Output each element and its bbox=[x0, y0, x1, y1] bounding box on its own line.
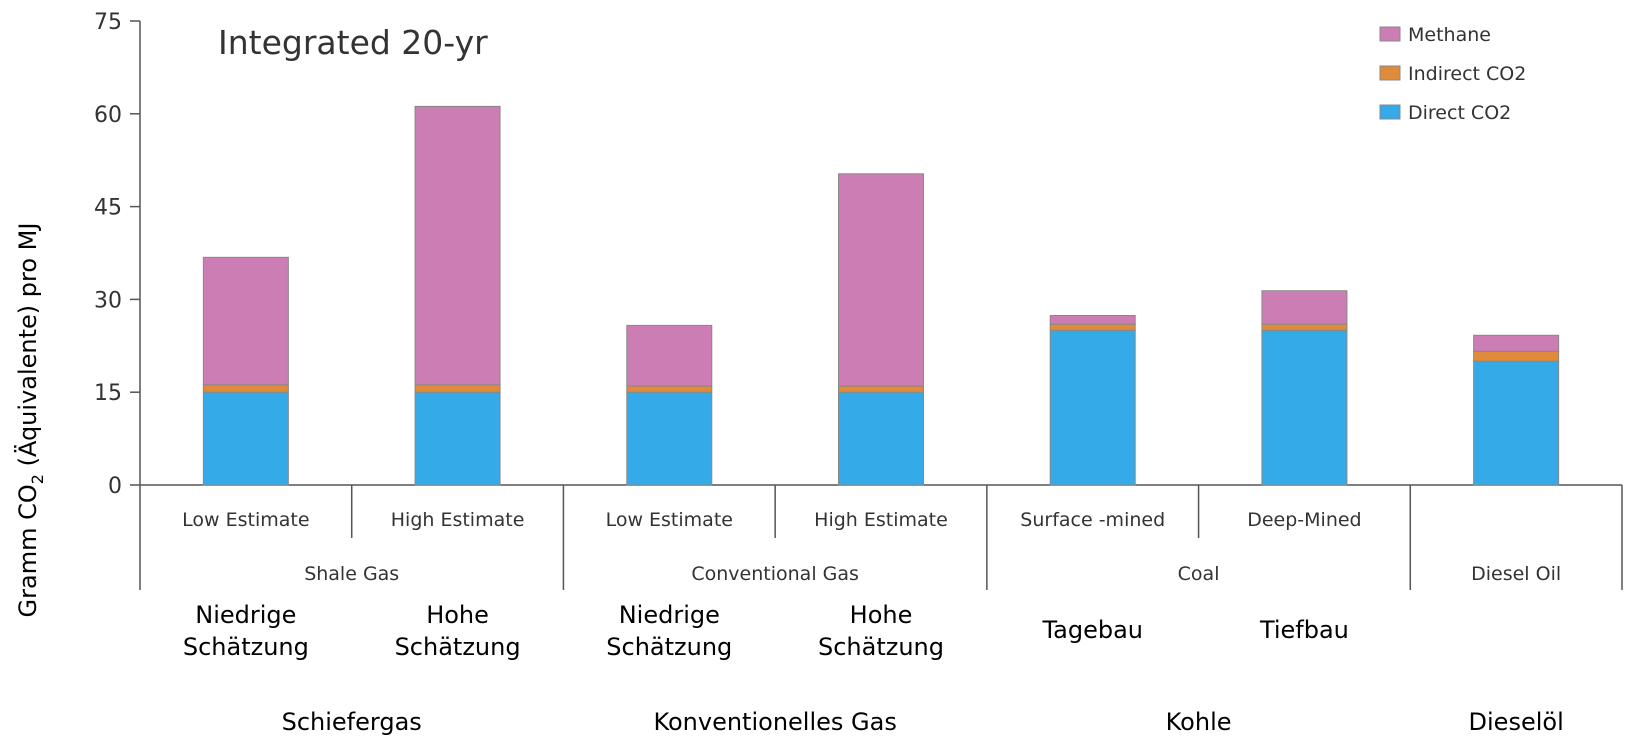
bar-segment-methane bbox=[414, 105, 501, 386]
y-tick-label: 60 bbox=[94, 103, 122, 128]
bar-segment-indirect-co2 bbox=[1473, 350, 1560, 362]
category-label: Low Estimate bbox=[606, 509, 733, 531]
y-axis-label-subscript: 2 bbox=[28, 474, 47, 484]
y-axis-label-suffix: (Äquivalente) pro MJ bbox=[13, 223, 42, 475]
chart-title: Integrated 20-yr bbox=[218, 23, 488, 62]
bar-segment-indirect-co2 bbox=[626, 385, 713, 393]
bar-segment-indirect-co2 bbox=[202, 384, 289, 393]
category-labels: Low Estimate Niedrige Schätzung High Estima… bbox=[182, 509, 1564, 736]
bars bbox=[202, 105, 1560, 486]
legend: Methane Indirect CO2 Direct CO2 bbox=[1379, 24, 1526, 124]
bar-segment-methane bbox=[626, 324, 713, 387]
bar-segment-direct-co2 bbox=[1049, 329, 1136, 486]
group-label-german: Kohle bbox=[1166, 708, 1232, 736]
legend-swatch bbox=[1379, 26, 1401, 42]
bar-segment-methane bbox=[1473, 334, 1560, 352]
legend-label: Indirect CO2 bbox=[1408, 63, 1526, 85]
legend-label: Direct CO2 bbox=[1408, 102, 1511, 124]
bar-segment-direct-co2 bbox=[626, 391, 713, 486]
bar-segment-direct-co2 bbox=[1473, 360, 1560, 486]
y-axis-label: Gramm CO2 (Äquivalente) pro MJ bbox=[13, 223, 47, 618]
category-label: Deep-Mined bbox=[1247, 509, 1361, 531]
bar-segment-indirect-co2 bbox=[1049, 323, 1136, 331]
category-label: High Estimate bbox=[814, 509, 948, 531]
group-label: Conventional Gas bbox=[691, 563, 859, 585]
bar-segment-direct-co2 bbox=[202, 391, 289, 486]
y-tick-label: 15 bbox=[94, 381, 122, 406]
axes: 0 15 30 45 60 75 bbox=[94, 10, 1623, 590]
group-label: Coal bbox=[1178, 563, 1220, 585]
bar-segment-methane bbox=[202, 256, 289, 386]
legend-label: Methane bbox=[1408, 24, 1491, 46]
category-label-german: Schätzung bbox=[606, 633, 732, 661]
y-axis-label-prefix: Gramm CO bbox=[14, 484, 42, 617]
legend-swatch bbox=[1379, 65, 1401, 81]
category-label: Surface -mined bbox=[1020, 509, 1165, 531]
group-label: Shale Gas bbox=[304, 563, 399, 585]
group-label-german: Konventionelles Gas bbox=[653, 708, 896, 736]
category-label-german: Schätzung bbox=[818, 633, 944, 661]
bar-segment-direct-co2 bbox=[414, 391, 501, 486]
category-label: Low Estimate bbox=[182, 509, 309, 531]
group-label-german: Dieselöl bbox=[1469, 708, 1564, 736]
y-tick-label: 0 bbox=[108, 474, 122, 499]
category-label-german: Hohe bbox=[850, 601, 913, 629]
category-label-german: Tiefbau bbox=[1259, 616, 1349, 644]
legend-swatch bbox=[1379, 104, 1401, 120]
category-label-german: Tagebau bbox=[1041, 616, 1143, 644]
category-label-german: Hohe bbox=[426, 601, 489, 629]
y-tick-label: 75 bbox=[94, 10, 122, 35]
bar-segment-methane bbox=[1049, 314, 1136, 325]
category-label-german: Niedrige bbox=[619, 601, 720, 629]
bar-segment-methane bbox=[838, 173, 924, 387]
group-label-german: Schiefergas bbox=[282, 708, 422, 736]
category-label-german: Schätzung bbox=[183, 633, 309, 661]
bar-segment-indirect-co2 bbox=[838, 385, 924, 393]
group-label: Diesel Oil bbox=[1471, 563, 1561, 585]
category-label-german: Niedrige bbox=[195, 601, 296, 629]
bar-segment-methane bbox=[1261, 290, 1348, 325]
y-tick-label: 30 bbox=[94, 288, 122, 313]
bar-segment-direct-co2 bbox=[1261, 329, 1348, 486]
bar-segment-direct-co2 bbox=[838, 391, 924, 486]
y-tick-label: 45 bbox=[94, 196, 122, 221]
category-label-german: Schätzung bbox=[395, 633, 521, 661]
category-label: High Estimate bbox=[391, 509, 525, 531]
bar-segment-indirect-co2 bbox=[1261, 323, 1348, 331]
bar-segment-indirect-co2 bbox=[414, 384, 501, 393]
